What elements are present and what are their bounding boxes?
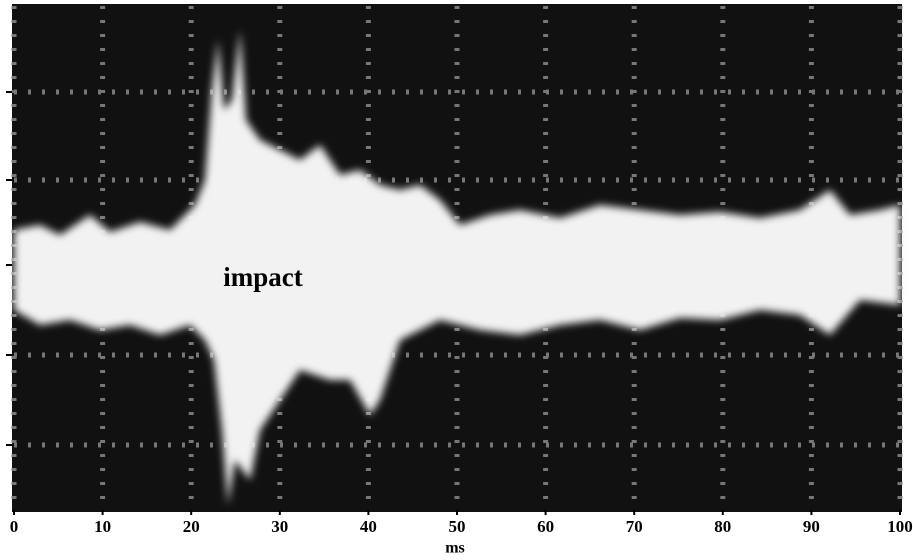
x-tick-label: 20 [183,517,200,536]
annotation: impact [223,262,302,292]
x-tick-label: 0 [10,517,19,536]
x-tick-label: 70 [626,517,643,536]
signal-trace [14,30,900,505]
x-axis-label: ms [445,540,465,557]
x-tick-label: 50 [449,517,466,536]
x-tick-label: 90 [803,517,820,536]
x-tick-label: 60 [537,517,554,536]
x-tick-label: 80 [714,517,731,536]
y-axis-ticks [6,91,12,446]
x-tick-label: 40 [360,517,377,536]
x-tick-label: 30 [271,517,288,536]
x-tick-label: 100 [887,517,913,536]
x-tick-label: 10 [94,517,111,536]
